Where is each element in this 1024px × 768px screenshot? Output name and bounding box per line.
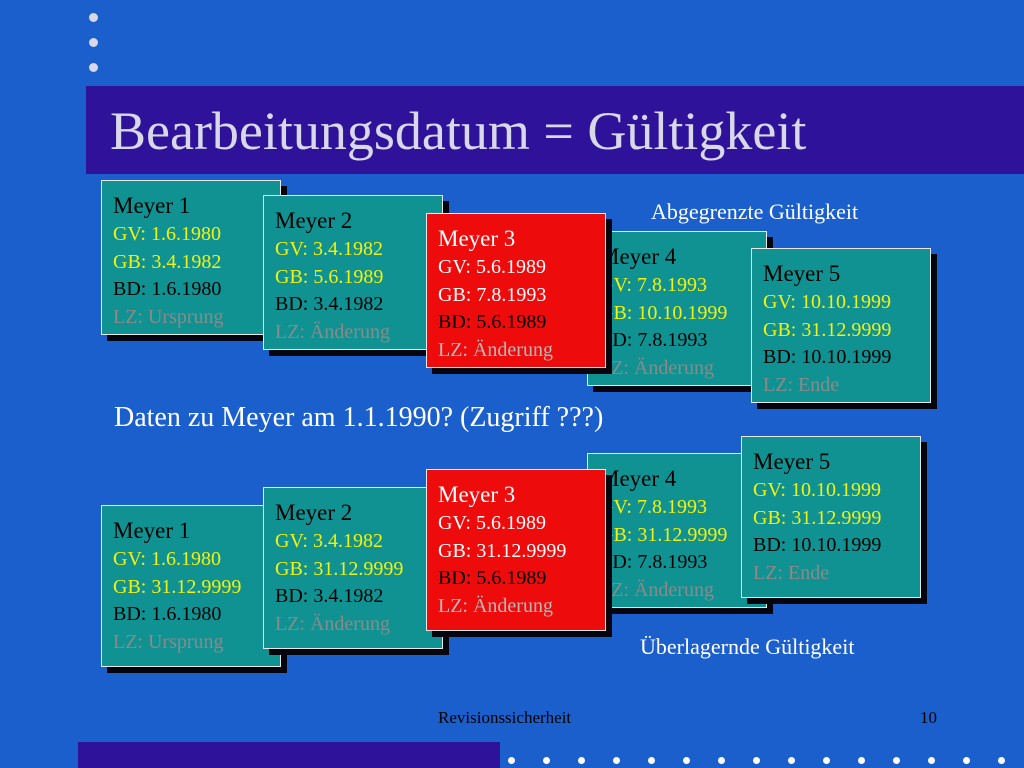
card-lz: LZ: Änderung: [275, 320, 390, 343]
card-gb: GB: 31.12.9999: [275, 557, 404, 580]
card-top-meyer-4: Meyer 4 GV: 7.8.1993 GB: 10.10.1999 BD: …: [587, 231, 767, 386]
card-gb: GB: 5.6.1989: [275, 265, 384, 288]
footer-dot: [893, 757, 900, 764]
footer-dot: [753, 757, 760, 764]
card-bottom-meyer-1: Meyer 1 GV: 1.6.1980 GB: 31.12.9999 BD: …: [101, 505, 281, 667]
card-name: Meyer 1: [113, 518, 191, 543]
card-bottom-meyer-4: Meyer 4 GV: 7.8.1993 GB: 31.12.9999 BD: …: [587, 453, 767, 608]
title-band: [86, 86, 1024, 174]
card-lz: LZ: Änderung: [599, 578, 714, 601]
card-gv: GV: 3.4.1982: [275, 238, 383, 260]
footer-dot: [648, 757, 655, 764]
card-top-meyer-3: Meyer 3 GV: 5.6.1989 GB: 7.8.1993 BD: 5.…: [426, 213, 606, 368]
card-lz: LZ: Änderung: [599, 356, 714, 379]
bullet-dot: [89, 38, 98, 47]
card-top-meyer-2: Meyer 2 GV: 3.4.1982 GB: 5.6.1989 BD: 3.…: [263, 195, 443, 350]
card-gb: GB: 31.12.9999: [753, 506, 882, 529]
card-gb: GB: 31.12.9999: [763, 318, 892, 341]
card-bottom-meyer-3: Meyer 3 GV: 5.6.1989 GB: 31.12.9999 BD: …: [426, 469, 606, 631]
card-bd: BD: 7.8.1993: [599, 329, 708, 351]
footer-dot: [683, 757, 690, 764]
slide-title: Bearbeitungsdatum = Gültigkeit: [110, 101, 807, 161]
bullet-dot: [89, 13, 98, 22]
card-lz: LZ: Änderung: [438, 338, 553, 361]
card-bd: BD: 3.4.1982: [275, 585, 384, 607]
card-bd: BD: 10.10.1999: [763, 346, 892, 368]
card-bd: BD: 3.4.1982: [275, 293, 384, 315]
card-gv: GV: 1.6.1980: [113, 223, 221, 245]
card-bd: BD: 1.6.1980: [113, 603, 222, 625]
card-gv: GV: 5.6.1989: [438, 256, 546, 278]
card-bd: BD: 10.10.1999: [753, 534, 882, 556]
footer-dot: [578, 757, 585, 764]
card-lz: LZ: Änderung: [438, 594, 553, 617]
footer-dot: [823, 757, 830, 764]
card-bd: BD: 7.8.1993: [599, 551, 708, 573]
card-name: Meyer 3: [438, 482, 516, 507]
card-gv: GV: 10.10.1999: [763, 291, 891, 313]
footer-dot: [788, 757, 795, 764]
card-gv: GV: 5.6.1989: [438, 512, 546, 534]
card-name: Meyer 4: [599, 466, 677, 491]
page-number: 10: [920, 708, 937, 727]
card-gv: GV: 1.6.1980: [113, 548, 221, 570]
question-text: Daten zu Meyer am 1.1.1990? (Zugriff ???…: [114, 402, 604, 433]
card-bd: BD: 5.6.1989: [438, 311, 547, 333]
card-top-meyer-5: Meyer 5 GV: 10.10.1999 GB: 31.12.9999 BD…: [751, 248, 931, 403]
card-bd: BD: 1.6.1980: [113, 278, 222, 300]
card-name: Meyer 5: [763, 261, 841, 286]
card-gb: GB: 31.12.9999: [599, 523, 728, 546]
card-gb: GB: 10.10.1999: [599, 301, 728, 324]
card-lz: LZ: Änderung: [275, 612, 390, 635]
footer-text: Revisionssicherheit: [438, 708, 572, 727]
bullet-dot: [89, 63, 98, 72]
card-gv: GV: 7.8.1993: [599, 274, 707, 296]
footer-dot: [543, 757, 550, 764]
footer-dot: [613, 757, 620, 764]
card-name: Meyer 4: [599, 244, 677, 269]
card-lz: LZ: Ende: [763, 373, 840, 396]
card-bottom-meyer-2: Meyer 2 GV: 3.4.1982 GB: 31.12.9999 BD: …: [263, 487, 443, 649]
card-bottom-meyer-5: Meyer 5 GV: 10.10.1999 GB: 31.12.9999 BD…: [741, 436, 921, 598]
caption-bottom: Überlagernde Gültigkeit: [640, 634, 855, 659]
footer-dot: [858, 757, 865, 764]
footer-dot: [963, 757, 970, 764]
card-bd: BD: 5.6.1989: [438, 567, 547, 589]
caption-top: Abgegrenzte Gültigkeit: [651, 199, 859, 224]
card-top-meyer-1: Meyer 1 GV: 1.6.1980 GB: 3.4.1982 BD: 1.…: [101, 180, 281, 335]
card-lz: LZ: Ende: [753, 561, 830, 584]
card-gv: GV: 7.8.1993: [599, 496, 707, 518]
footer-dot: [508, 757, 515, 764]
card-name: Meyer 2: [275, 208, 353, 233]
footer-bar: [78, 742, 500, 768]
card-gb: GB: 7.8.1993: [438, 283, 547, 306]
card-gb: GB: 31.12.9999: [438, 539, 567, 562]
card-lz: LZ: Ursprung: [113, 630, 224, 653]
footer-dot: [928, 757, 935, 764]
card-lz: LZ: Ursprung: [113, 305, 224, 328]
footer-dot: [998, 757, 1005, 764]
card-gb: GB: 31.12.9999: [113, 575, 242, 598]
card-gv: GV: 3.4.1982: [275, 530, 383, 552]
card-name: Meyer 3: [438, 226, 516, 251]
card-name: Meyer 5: [753, 449, 831, 474]
footer-dot: [718, 757, 725, 764]
card-gv: GV: 10.10.1999: [753, 479, 881, 501]
card-name: Meyer 1: [113, 193, 191, 218]
card-name: Meyer 2: [275, 500, 353, 525]
card-gb: GB: 3.4.1982: [113, 250, 222, 273]
